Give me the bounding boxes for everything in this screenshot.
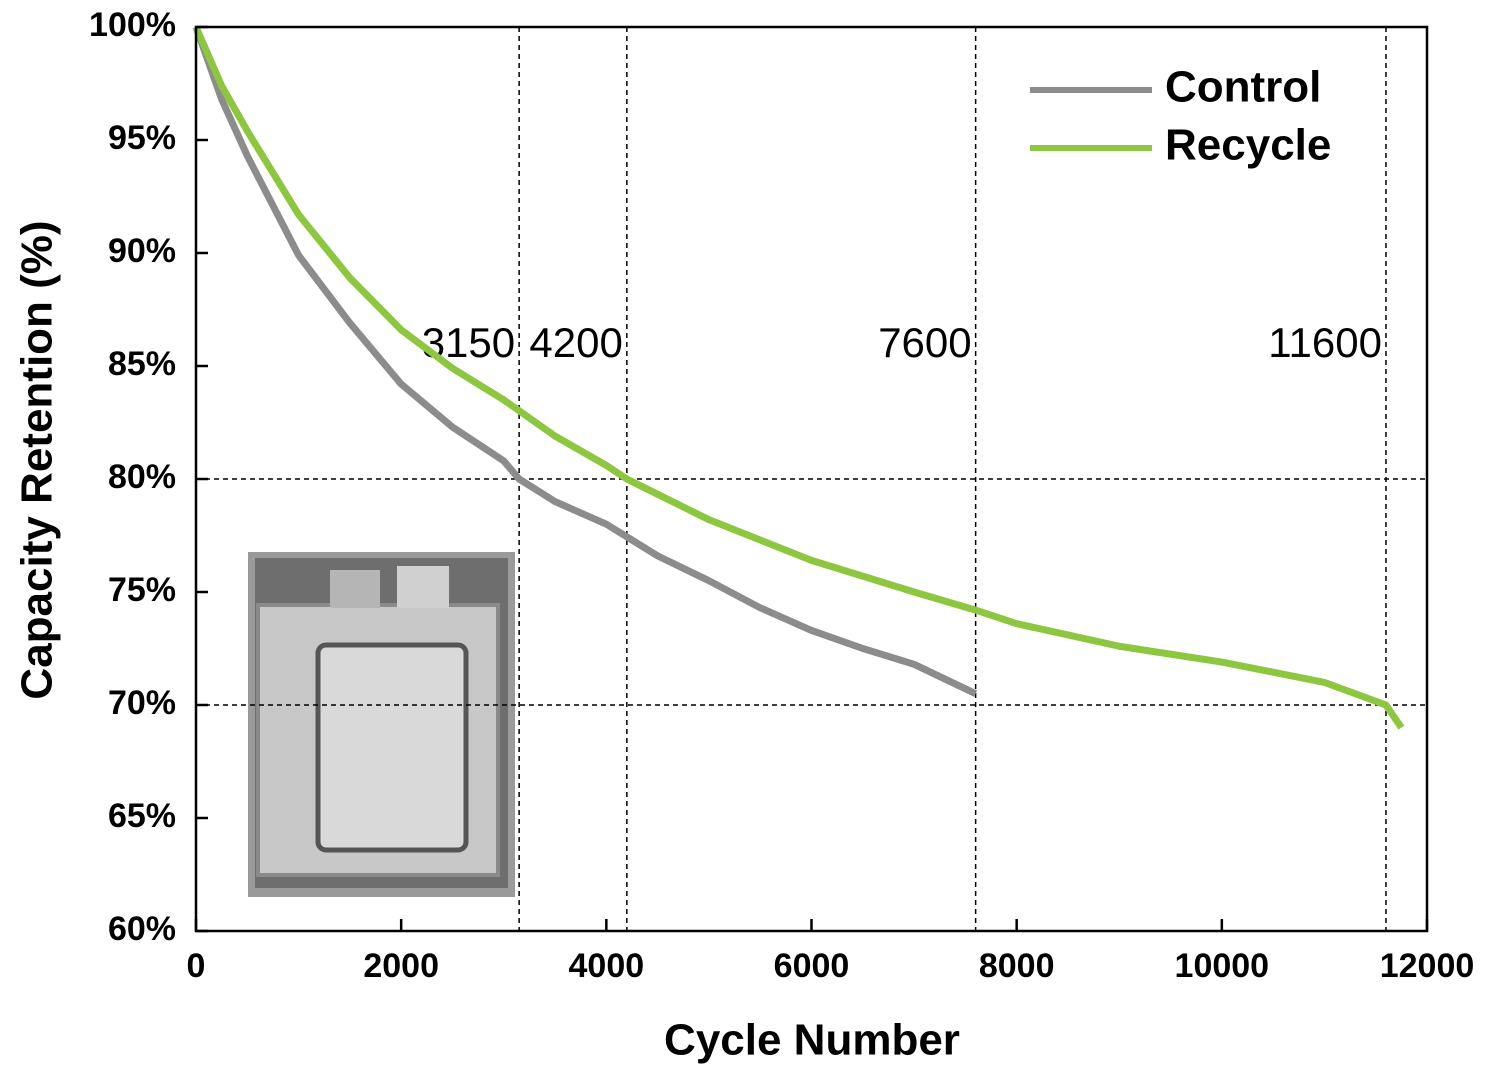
x-tick-label: 10000 <box>1175 947 1270 985</box>
x-tick-label: 6000 <box>774 947 850 985</box>
x-tick-label: 8000 <box>979 947 1055 985</box>
x-tick-label: 4000 <box>569 947 645 985</box>
pouch-cell-body <box>318 645 466 850</box>
y-tick-label: 75% <box>108 571 176 609</box>
x-axis-title: Cycle Number <box>664 1016 960 1065</box>
y-tick-label: 95% <box>108 119 176 157</box>
legend-label: Recycle <box>1165 121 1331 170</box>
x-tick-label: 12000 <box>1380 947 1475 985</box>
y-tick-label: 90% <box>108 232 176 270</box>
x-tick-label: 0 <box>187 947 206 985</box>
annotation: 11600 <box>1268 319 1382 366</box>
annotation: 4200 <box>529 319 622 366</box>
y-tick-label: 65% <box>108 797 176 835</box>
annotation: 7600 <box>878 319 971 366</box>
y-tick-label: 70% <box>108 684 176 722</box>
cell-tab <box>330 570 380 608</box>
page: {"chart_data": {"type": "line", "x_label… <box>0 0 1501 1067</box>
cell-tab <box>397 566 449 608</box>
x-tick-label: 2000 <box>363 947 439 985</box>
chart: Cycle Number Capacity Retention (%) 3150… <box>0 0 1501 1067</box>
y-tick-label: 80% <box>108 458 176 496</box>
y-tick-label: 60% <box>108 910 176 948</box>
y-tick-label: 85% <box>108 345 176 383</box>
y-tick-label: 100% <box>89 6 176 44</box>
y-axis-title: Capacity Retention (%) <box>13 220 62 699</box>
legend-label: Control <box>1165 63 1321 112</box>
